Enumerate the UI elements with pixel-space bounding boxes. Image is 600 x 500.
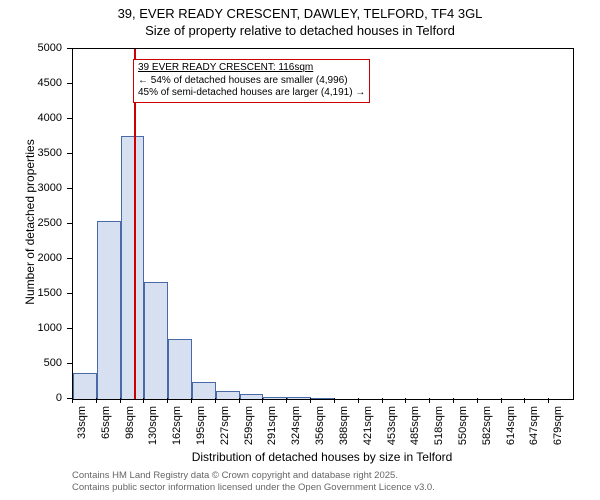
x-tick-label: 388sqm (338, 406, 350, 445)
histogram-bar (287, 397, 311, 399)
x-tick-label: 195sqm (195, 406, 207, 445)
x-tick-mark (405, 398, 406, 403)
x-tick-label: 162sqm (171, 406, 183, 445)
histogram-bar (263, 397, 287, 399)
x-tick-label: 485sqm (409, 406, 421, 445)
y-tick-mark (67, 83, 72, 84)
y-tick-label: 4500 (0, 77, 62, 89)
x-tick-mark (524, 398, 525, 403)
x-tick-label: 33sqm (76, 406, 88, 439)
histogram-bar (311, 398, 335, 399)
y-tick-label: 3500 (0, 147, 62, 159)
x-tick-label: 259sqm (243, 406, 255, 445)
histogram-bar (73, 373, 97, 399)
x-tick-label: 65sqm (100, 406, 112, 439)
histogram-bar (192, 382, 216, 399)
y-tick-label: 3000 (0, 182, 62, 194)
x-tick-mark (143, 398, 144, 403)
x-tick-mark (239, 398, 240, 403)
x-tick-label: 98sqm (124, 406, 136, 439)
x-tick-mark (167, 398, 168, 403)
x-tick-label: 647sqm (528, 406, 540, 445)
x-tick-label: 421sqm (362, 406, 374, 445)
y-tick-mark (67, 223, 72, 224)
x-tick-mark (262, 398, 263, 403)
x-tick-label: 614sqm (505, 406, 517, 445)
y-tick-label: 5000 (0, 42, 62, 54)
x-tick-mark (358, 398, 359, 403)
x-tick-label: 227sqm (219, 406, 231, 445)
x-tick-label: 679sqm (552, 406, 564, 445)
y-tick-mark (67, 293, 72, 294)
histogram-bar (216, 391, 240, 399)
x-tick-mark (501, 398, 502, 403)
y-tick-label: 2000 (0, 252, 62, 264)
y-tick-label: 1500 (0, 287, 62, 299)
x-axis-label: Distribution of detached houses by size … (72, 450, 572, 464)
x-tick-mark (120, 398, 121, 403)
x-tick-label: 324sqm (290, 406, 302, 445)
y-tick-label: 0 (0, 392, 62, 404)
y-tick-label: 2500 (0, 217, 62, 229)
plot-area: 39 EVER READY CRESCENT: 116sqm← 54% of d… (72, 48, 574, 400)
x-tick-label: 518sqm (433, 406, 445, 445)
x-tick-mark (215, 398, 216, 403)
x-tick-label: 291sqm (266, 406, 278, 445)
histogram-bar (240, 394, 264, 399)
chart-title: 39, EVER READY CRESCENT, DAWLEY, TELFORD… (0, 0, 600, 40)
histogram-bar (97, 221, 121, 399)
x-tick-mark (310, 398, 311, 403)
x-tick-label: 130sqm (147, 406, 159, 445)
annotation-line: 39 EVER READY CRESCENT: 116sqm (138, 62, 365, 75)
x-tick-mark (477, 398, 478, 403)
x-tick-mark (191, 398, 192, 403)
x-tick-label: 356sqm (314, 406, 326, 445)
y-tick-label: 4000 (0, 112, 62, 124)
y-tick-mark (67, 258, 72, 259)
x-tick-mark (72, 398, 73, 403)
y-tick-mark (67, 328, 72, 329)
x-tick-mark (334, 398, 335, 403)
x-tick-label: 453sqm (386, 406, 398, 445)
y-tick-label: 1000 (0, 322, 62, 334)
x-tick-mark (96, 398, 97, 403)
histogram-bar (144, 282, 168, 399)
footer-attribution: Contains HM Land Registry data © Crown c… (72, 470, 435, 495)
y-tick-mark (67, 118, 72, 119)
annotation-line: ← 54% of detached houses are smaller (4,… (138, 75, 365, 88)
y-tick-mark (67, 48, 72, 49)
footer-line1: Contains HM Land Registry data © Crown c… (72, 470, 435, 482)
x-tick-mark (429, 398, 430, 403)
x-tick-label: 582sqm (481, 406, 493, 445)
y-tick-mark (67, 188, 72, 189)
y-tick-mark (67, 363, 72, 364)
x-tick-label: 550sqm (457, 406, 469, 445)
y-tick-mark (67, 153, 72, 154)
title-line1: 39, EVER READY CRESCENT, DAWLEY, TELFORD… (0, 6, 600, 23)
y-tick-label: 500 (0, 357, 62, 369)
x-tick-mark (382, 398, 383, 403)
x-tick-mark (453, 398, 454, 403)
annotation-box: 39 EVER READY CRESCENT: 116sqm← 54% of d… (133, 59, 370, 103)
x-tick-mark (548, 398, 549, 403)
histogram-bar (168, 339, 192, 399)
footer-line2: Contains public sector information licen… (72, 482, 435, 494)
title-line2: Size of property relative to detached ho… (0, 23, 600, 40)
annotation-line: 45% of semi-detached houses are larger (… (138, 87, 365, 100)
histogram-bar (121, 136, 145, 399)
x-tick-mark (286, 398, 287, 403)
